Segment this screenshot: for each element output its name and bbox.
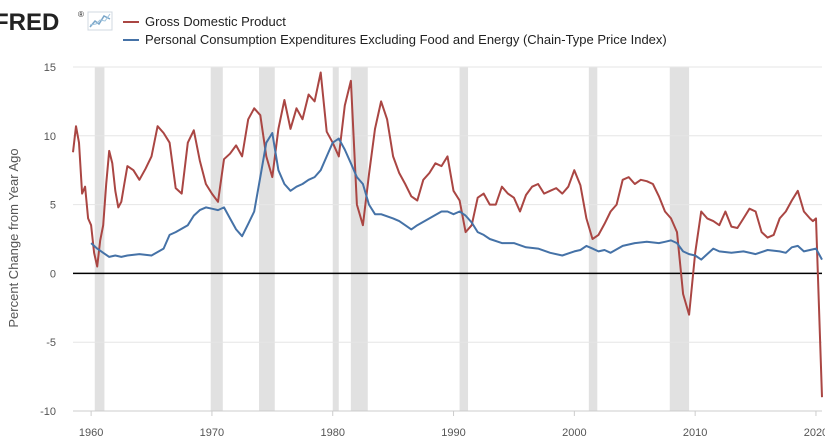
y-tick-label: 5: [50, 200, 56, 212]
x-tick-label: 2020: [804, 427, 825, 439]
fred-sparkline-icon: [87, 11, 113, 31]
legend-label-pce: Personal Consumption Expenditures Exclud…: [145, 32, 667, 47]
recession-bands: [94, 67, 690, 411]
x-tick-label: 1980: [320, 427, 344, 439]
fred-logo-text: FRED: [0, 9, 59, 36]
registered-mark: ®: [78, 10, 84, 19]
x-axis-ticks: 1960 1970 1980 1990 2000 2010 2020: [73, 410, 825, 439]
recession-band-5: [459, 67, 469, 411]
fred-logo[interactable]: FRED ®: [0, 9, 113, 36]
gridlines: [73, 66, 822, 412]
legend-label-gdp: Gross Domestic Product: [145, 14, 286, 29]
recession-band-2: [259, 67, 275, 411]
y-axis-label: Percent Change from Year Ago: [6, 148, 21, 327]
series-line-gdp: [72, 71, 823, 398]
x-tick-label: 2010: [683, 427, 707, 439]
y-tick-label: 10: [44, 131, 56, 143]
y-tick-label: -10: [40, 406, 56, 418]
y-tick-label: 15: [44, 62, 56, 74]
legend-item-pce[interactable]: Personal Consumption Expenditures Exclud…: [123, 32, 667, 47]
legend: Gross Domestic Product Personal Consumpt…: [123, 14, 667, 47]
x-tick-label: 1970: [200, 427, 224, 439]
y-axis-ticks: 15 10 5 0 -5 -10: [40, 62, 56, 418]
y-tick-label: 0: [50, 268, 56, 280]
series-lines: [72, 71, 823, 398]
x-tick-label: 1960: [79, 427, 103, 439]
legend-item-gdp[interactable]: Gross Domestic Product: [123, 14, 286, 29]
recession-band-7: [669, 67, 690, 411]
recession-band-3: [332, 67, 339, 411]
series-line-pce: [90, 132, 823, 261]
y-tick-label: -5: [46, 337, 56, 349]
x-tick-label: 2000: [562, 427, 586, 439]
recession-band-1: [210, 67, 223, 411]
x-tick-label: 1990: [441, 427, 465, 439]
